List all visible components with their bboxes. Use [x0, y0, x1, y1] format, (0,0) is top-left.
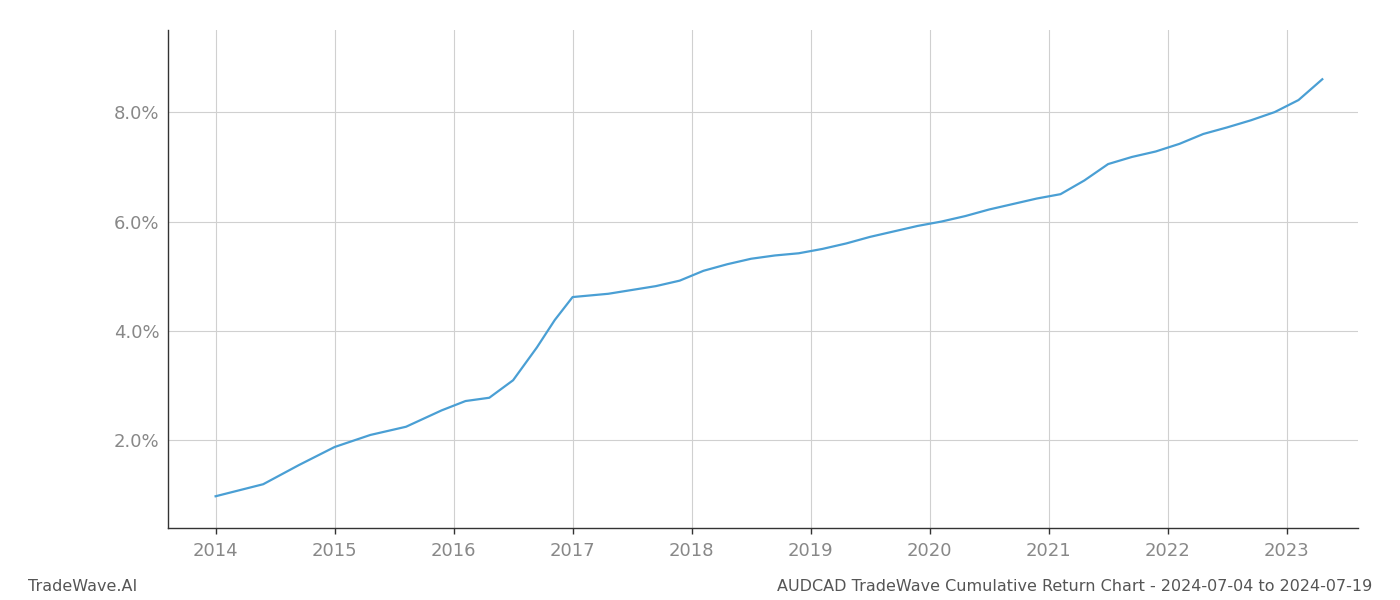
- Text: AUDCAD TradeWave Cumulative Return Chart - 2024-07-04 to 2024-07-19: AUDCAD TradeWave Cumulative Return Chart…: [777, 579, 1372, 594]
- Text: TradeWave.AI: TradeWave.AI: [28, 579, 137, 594]
